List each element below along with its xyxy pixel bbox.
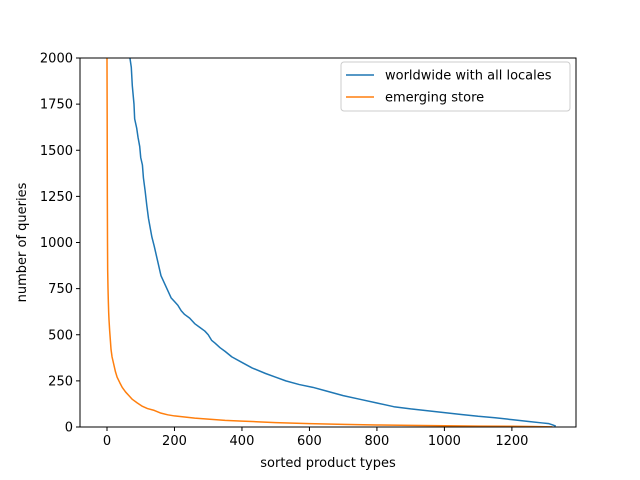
- x-tick-label: 200: [162, 434, 187, 449]
- x-axis-label: sorted product types: [260, 456, 396, 471]
- y-tick-label: 1250: [40, 190, 73, 205]
- series-line-2: [106, 58, 553, 427]
- y-tick-label: 500: [48, 328, 73, 343]
- x-tick-label: 1000: [428, 434, 461, 449]
- y-tick-label: 1500: [40, 144, 73, 159]
- x-tick-label: 400: [230, 434, 255, 449]
- series-line-1: [129, 58, 557, 427]
- y-axis: 0 250 500 750 1000 1250 1500 1750 2000: [40, 52, 80, 436]
- x-tick-label: 1200: [495, 434, 528, 449]
- x-axis: 0 200 400 600 800 1000 1200: [103, 427, 528, 449]
- y-tick-label: 1750: [40, 98, 73, 113]
- legend-label-2: emerging store: [385, 91, 484, 106]
- y-tick-label: 1000: [40, 236, 73, 251]
- legend-label-1: worldwide with all locales: [385, 69, 552, 84]
- x-tick-label: 800: [365, 434, 390, 449]
- y-tick-label: 250: [48, 374, 73, 389]
- series-layer: [106, 58, 557, 427]
- legend-box: [340, 61, 571, 112]
- y-tick-label: 2000: [40, 52, 73, 67]
- y-tick-label: 750: [48, 282, 73, 297]
- y-tick-label: 0: [65, 421, 73, 436]
- legend: worldwide with all locales emerging store: [340, 61, 571, 112]
- x-tick-label: 0: [103, 434, 111, 449]
- x-tick-label: 600: [297, 434, 322, 449]
- y-axis-label: number of queries: [15, 182, 30, 302]
